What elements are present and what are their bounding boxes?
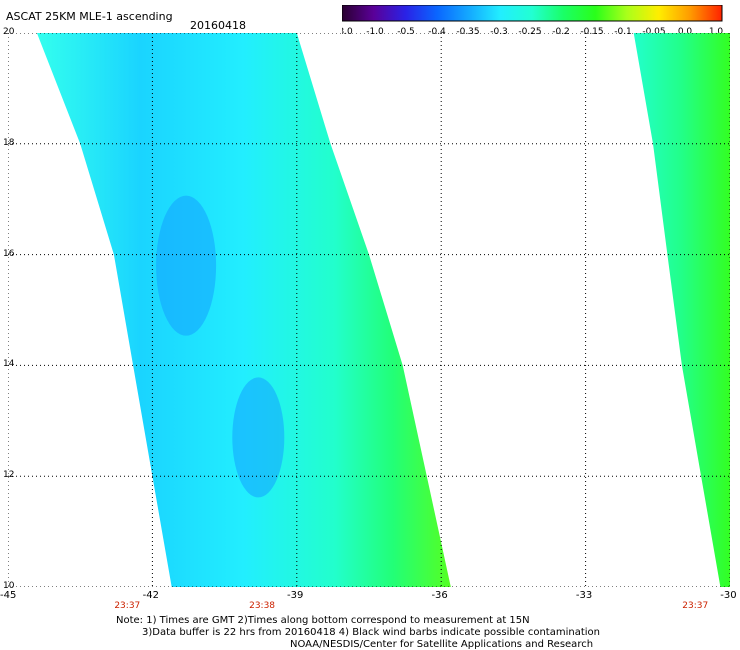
colorbar-label: -0.5 [397,27,415,35]
colorbar-label: 0.0 [678,27,693,35]
colorbar-label: -0.4 [428,27,446,35]
swath-1 [36,33,451,587]
colorbar-label: -0.35 [456,27,479,35]
colorbar-label: 1.0 [709,27,724,35]
colorbar-gradient [342,5,723,22]
colorbar-label: -0.15 [580,27,603,35]
time-label: 23:38 [249,601,276,611]
lon-tick-label: -39 [287,590,304,601]
lat-tick-label: 12 [3,470,15,481]
time-label: 23:37 [114,601,141,611]
colorbar-label: -0.3 [490,27,508,35]
lon-tick-label: -45 [0,590,17,601]
note-line-3: NOAA/NESDIS/Center for Satellite Applica… [290,639,594,650]
low-value-patch [156,195,217,336]
colorbar-label: -0.2 [552,27,570,35]
lon-tick-label: -36 [431,590,448,601]
colorbar-label: -1.0 [366,27,384,35]
map-plot [8,33,730,587]
lon-tick-label: -42 [142,590,159,601]
note-line-1: Note: 1) Times are GMT 2)Times along bot… [116,615,530,626]
colorbar-label: -0.25 [518,27,541,35]
lon-tick-label: -33 [575,590,593,601]
colorbar-label: -0.05 [642,27,665,35]
lat-tick-label: 16 [3,248,15,259]
lat-tick-label: 20 [3,27,15,37]
colorbar-label: -0.1 [614,27,632,35]
map-date: 20160418 [190,19,246,32]
lon-tick-label: -30 [720,590,737,601]
colorbar: -3.0 -1.0 -0.5 -0.4 -0.35 -0.3 -0.25 -0.2 -0.15 -… [342,5,724,35]
swath-2 [633,33,730,587]
lat-tick-label: 10 [3,581,15,591]
colorbar-label: -3.0 [342,27,353,35]
map-title: ASCAT 25KM MLE-1 ascending [6,10,173,23]
lat-tick-label: 18 [3,137,15,148]
low-value-patch [232,377,285,498]
note-line-2: 3)Data buffer is 22 hrs from 20160418 4)… [142,627,600,638]
lat-tick-label: 14 [3,359,15,370]
time-label: 23:37 [682,601,709,611]
